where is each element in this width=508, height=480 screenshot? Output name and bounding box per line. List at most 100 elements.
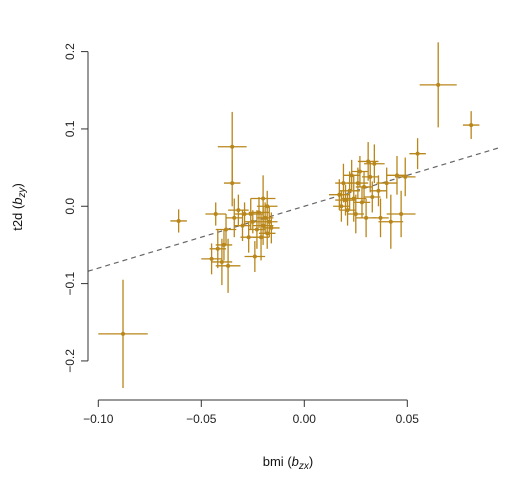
point-marker <box>232 215 237 220</box>
fit-line <box>87 146 501 272</box>
y-axis-title: t2d (bzy) <box>10 183 28 231</box>
data-point <box>339 171 360 211</box>
y-tick-label: 0.1 <box>63 120 77 137</box>
point-marker <box>259 235 264 240</box>
point-marker <box>224 227 229 232</box>
data-point <box>329 179 350 211</box>
point-marker <box>337 192 342 197</box>
data-point <box>215 214 237 245</box>
point-marker <box>215 246 220 251</box>
data-point <box>364 144 385 184</box>
point-marker <box>349 173 354 178</box>
point-marker <box>362 184 367 189</box>
data-point <box>370 175 387 207</box>
data-point <box>240 221 257 253</box>
data-point <box>244 241 266 272</box>
x-axis-title: bmi (bzx) <box>263 454 313 472</box>
point-marker <box>250 219 255 224</box>
y-tick-label: −0.1 <box>63 271 77 295</box>
point-marker <box>357 169 362 174</box>
point-marker <box>353 212 358 216</box>
data-point <box>211 238 233 286</box>
data-point <box>339 194 356 226</box>
plot-area <box>87 42 501 388</box>
point-marker <box>267 219 272 224</box>
y-tick-label: −0.2 <box>63 349 77 373</box>
point-marker <box>339 204 344 209</box>
point-marker <box>436 82 441 87</box>
point-marker <box>261 196 266 201</box>
data-point <box>347 167 369 199</box>
data-point <box>361 161 379 193</box>
point-marker <box>364 215 369 220</box>
point-marker <box>256 210 261 215</box>
data-point <box>409 138 426 170</box>
point-marker <box>345 208 350 213</box>
point-marker <box>121 331 126 336</box>
x-tick-label: −0.05 <box>186 412 217 426</box>
point-marker <box>230 181 235 186</box>
point-marker <box>261 223 266 228</box>
point-marker <box>355 181 360 186</box>
data-point <box>386 190 416 238</box>
x-tick-label: −0.10 <box>83 412 114 426</box>
data-point <box>205 202 227 226</box>
point-marker <box>246 235 251 240</box>
point-marker <box>347 188 352 193</box>
point-marker <box>368 174 373 179</box>
point-marker <box>370 194 375 199</box>
point-marker <box>359 200 364 205</box>
data-point <box>248 210 266 249</box>
data-point <box>215 229 233 261</box>
data-point <box>376 167 397 199</box>
data-point <box>248 196 270 228</box>
point-marker <box>399 212 404 216</box>
data-point <box>462 111 480 139</box>
point-marker <box>265 231 270 236</box>
point-marker <box>388 219 393 224</box>
point-marker <box>403 174 408 179</box>
data-point <box>252 206 274 245</box>
point-marker <box>341 181 346 186</box>
point-marker <box>254 227 259 232</box>
data-point <box>378 194 404 249</box>
data-point <box>258 217 276 249</box>
point-marker <box>372 161 377 166</box>
data-point <box>357 142 379 181</box>
point-marker <box>351 196 356 201</box>
point-marker <box>469 123 474 128</box>
y-tick-label: 0.0 <box>63 198 77 215</box>
axes: −0.10 −0.05 0.00 0.05 −0.2 −0.1 0.0 0.1 0.2 <box>63 43 419 426</box>
data-point <box>223 159 241 207</box>
data-point <box>256 190 278 222</box>
x-ticks: −0.10 −0.05 0.00 0.05 <box>83 400 419 426</box>
data-point <box>347 194 365 234</box>
data-point <box>98 279 148 388</box>
data-point <box>364 181 381 213</box>
point-marker <box>415 151 420 156</box>
y-tick-label: 0.2 <box>63 43 77 60</box>
x-tick-label: 0.00 <box>293 412 317 426</box>
point-marker <box>378 215 383 220</box>
point-marker <box>230 144 235 149</box>
data-point <box>170 209 187 233</box>
point-marker <box>209 256 214 261</box>
point-marker <box>236 208 241 213</box>
point-marker <box>384 181 389 186</box>
point-marker <box>376 188 381 193</box>
data-point <box>234 210 251 242</box>
point-marker <box>219 259 224 264</box>
point-marker <box>252 254 257 259</box>
data-point <box>419 42 457 128</box>
point-marker <box>263 215 268 220</box>
point-marker <box>221 242 226 247</box>
x-tick-label: 0.05 <box>396 412 420 426</box>
point-marker <box>176 218 181 223</box>
point-marker <box>269 225 274 230</box>
point-marker <box>226 263 231 268</box>
data-point <box>353 186 371 218</box>
point-marker <box>213 212 218 216</box>
data-point <box>215 238 241 293</box>
data-point <box>333 190 350 222</box>
